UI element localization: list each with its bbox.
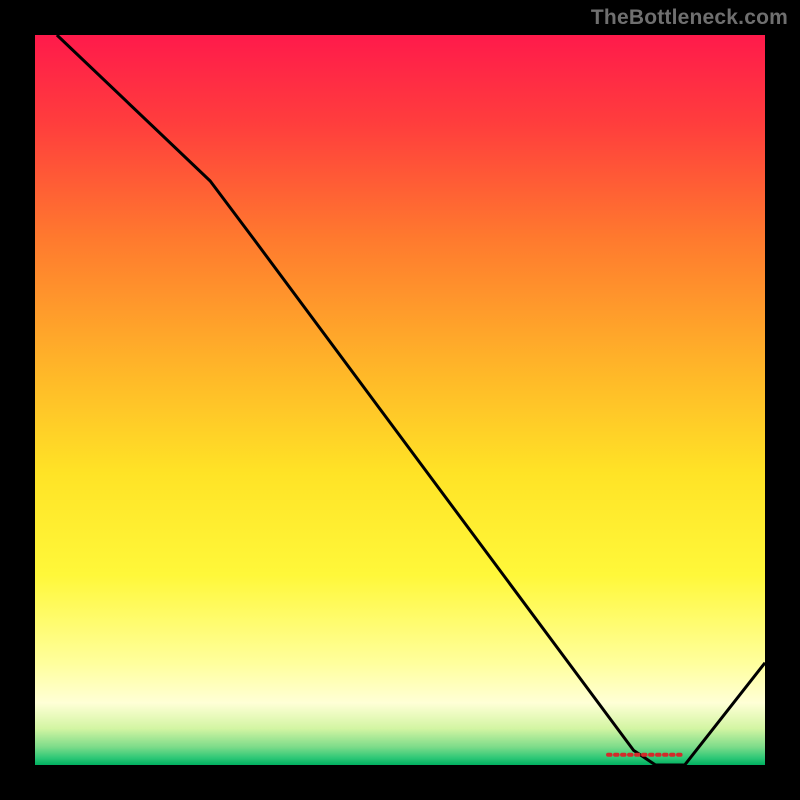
- chart-container: TheBottleneck.com: [0, 0, 800, 800]
- watermark-text: TheBottleneck.com: [591, 6, 788, 30]
- bottleneck-chart: [0, 0, 800, 800]
- plot-background: [35, 35, 765, 765]
